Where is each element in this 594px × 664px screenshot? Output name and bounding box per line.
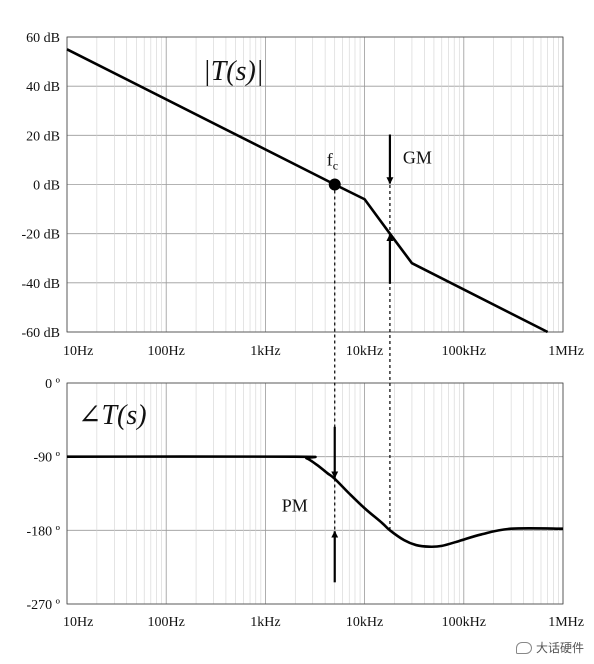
phase-x-tick-label: 10Hz [63, 615, 93, 630]
mag-x-tick-label: 10kHz [346, 344, 383, 359]
phase-y-tick-label: -270 º [26, 598, 60, 613]
mag-y-tick-label: 40 dB [26, 80, 60, 95]
pm-label: PM [282, 496, 308, 516]
magnitude-curve [66, 48, 549, 334]
phase-x-tick-label: 1kHz [250, 615, 280, 630]
mag-x-tick-label: 1kHz [250, 344, 280, 359]
mag-y-tick-label: 0 dB [33, 179, 60, 194]
gm-label: GM [403, 148, 432, 168]
phase-y-tick-label: 0 º [45, 377, 61, 392]
mag-y-tick-label: -20 dB [22, 228, 61, 243]
phase-plot-frame [66, 382, 564, 605]
fc-crossover-point [328, 178, 341, 191]
phase-y-tick-label: -180 º [26, 524, 60, 539]
mag-plot-frame [66, 36, 564, 333]
watermark: 大话硬件 [515, 639, 584, 656]
phase-x-tick-label: 100Hz [148, 615, 185, 630]
phase-x-tick-label: 10kHz [346, 615, 383, 630]
mag-y-tick-label: -60 dB [22, 326, 61, 341]
phase-curve [66, 455, 564, 549]
mag-y-tick-label: -40 dB [22, 277, 61, 292]
mag-y-tick-label: 60 dB [26, 31, 60, 46]
mag-x-tick-label: 100Hz [148, 344, 185, 359]
mag-y-tick-label: 20 dB [26, 129, 60, 144]
mag-x-tick-label: 1MHz [548, 344, 584, 359]
fc-label: fc [327, 150, 338, 173]
mag-x-tick-label: 100kHz [442, 344, 486, 359]
phase-title: ∠T(s) [78, 400, 147, 431]
phase-y-tick-label: -90 º [33, 451, 60, 466]
mag-x-tick-label: 10Hz [63, 344, 93, 359]
watermark-text: 大话硬件 [535, 641, 584, 655]
magnitude-title: |T(s)| [203, 56, 264, 87]
chat-bubble-icon [515, 641, 532, 654]
phase-x-tick-label: 100kHz [442, 615, 486, 630]
phase-x-tick-label: 1MHz [548, 615, 584, 630]
